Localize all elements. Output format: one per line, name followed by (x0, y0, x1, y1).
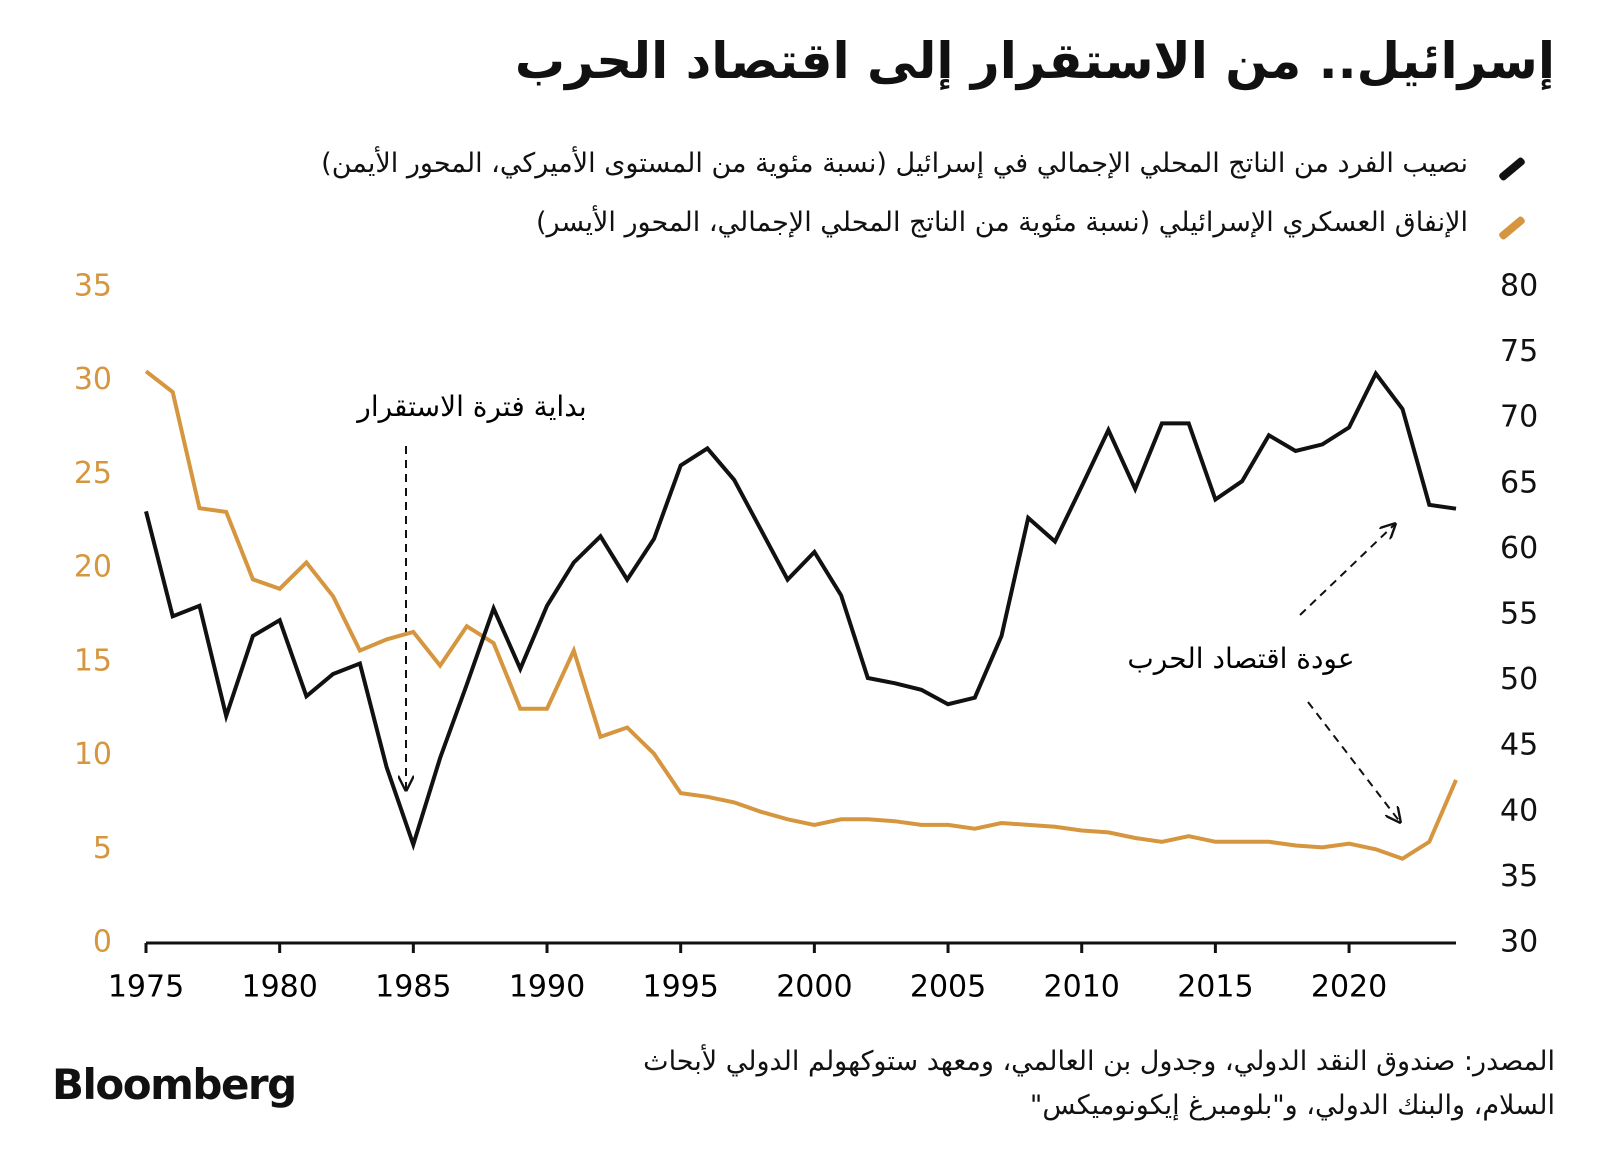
y2-tick-label: 40 (1500, 793, 1538, 828)
source: المصدر: صندوق النقد الدولي، وجدول بن الع… (643, 1046, 1555, 1121)
y-tick-label: 10 (74, 737, 112, 772)
y-tick-label: 25 (74, 456, 112, 491)
chart-title: إسرائيل.. من الاستقرار إلى اقتصاد الحرب (514, 32, 1555, 90)
x-tick-label: 2000 (776, 970, 852, 1005)
series-line (144, 369, 1458, 861)
y-tick-label: 30 (74, 362, 112, 397)
y2-tick-label: 35 (1500, 859, 1538, 894)
y2-tick-label: 60 (1500, 531, 1538, 566)
series-line (144, 369, 1457, 852)
y2-tick-label: 50 (1500, 662, 1538, 697)
x-tick-label: 2015 (1177, 970, 1253, 1005)
annotation-arrow (1307, 701, 1400, 822)
y-tick-label: 5 (93, 831, 112, 866)
x-tick-label: 1985 (375, 970, 451, 1005)
y2-tick-label: 45 (1500, 728, 1538, 763)
x-tick-label: 1980 (241, 970, 317, 1005)
annotation: بداية فترة الاستقرار (355, 390, 586, 423)
y-tick-label: 35 (74, 269, 112, 304)
y2-tick-label: 80 (1500, 269, 1538, 304)
y-tick-label: 20 (74, 550, 112, 585)
y2-tick-label: 65 (1500, 465, 1538, 500)
y2-tick-label: 70 (1500, 400, 1538, 435)
x-tick-label: 2010 (1044, 970, 1120, 1005)
y2-tick-label: 30 (1500, 925, 1538, 960)
y2-tick-label: 55 (1500, 597, 1538, 632)
y-tick-label: 15 (74, 643, 112, 678)
legend-entry: نصيب الفرد من الناتج المحلي الإجمالي في … (321, 148, 1468, 179)
legend-entry: الإنفاق العسكري الإسرائيلي (نسبة مئوية م… (535, 207, 1468, 238)
x-tick-label: 2005 (910, 970, 986, 1005)
x-tick-label: 2020 (1311, 970, 1387, 1005)
annotation: عودة اقتصاد الحرب (1127, 642, 1354, 675)
x-tick-label: 1990 (509, 970, 585, 1005)
logo: Bloomberg (52, 1060, 297, 1109)
y2-tick-label: 75 (1500, 334, 1538, 369)
y-tick-label: 0 (93, 925, 112, 960)
x-tick-label: 1995 (643, 970, 719, 1005)
x-tick-label: 1975 (108, 970, 184, 1005)
annotation-arrow (1299, 524, 1395, 616)
